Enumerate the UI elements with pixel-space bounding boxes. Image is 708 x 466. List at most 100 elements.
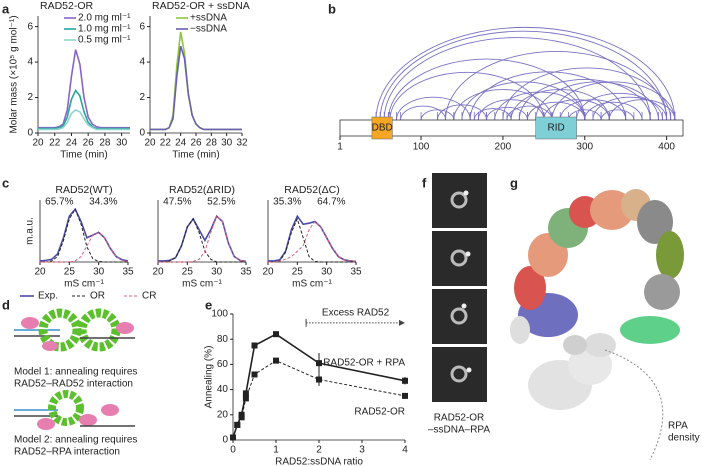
x-axis-label: Time (min) <box>60 150 107 161</box>
y-tick-label: 6 <box>27 21 33 32</box>
x-tick-label: 20 <box>34 267 46 278</box>
marker <box>316 360 322 367</box>
x-tick-label: 28 <box>99 138 111 149</box>
peak-fraction: 65.7% <box>45 197 73 208</box>
x-tick-label: 25 <box>182 267 194 278</box>
domain-label: RID <box>547 123 564 134</box>
series-label: RAD52-OR <box>354 407 405 418</box>
legend-label: OR <box>90 291 105 302</box>
chart-title: RAD52(ΔC) <box>284 184 339 196</box>
peak-fraction: 52.5% <box>207 197 235 208</box>
crosslink-arc <box>559 99 627 121</box>
marker <box>402 377 408 384</box>
crosslink-arc <box>420 109 455 121</box>
x-axis-label: mS cm⁻¹ <box>64 279 104 290</box>
x-tick-label: 3 <box>359 445 365 456</box>
model-caption: RAD52–RAD52 interaction <box>14 379 133 390</box>
crosslink-arc <box>608 99 676 121</box>
x-tick-label: 30 <box>211 267 223 278</box>
crosslink-arc <box>396 96 471 121</box>
x-tick-label: 25 <box>292 267 304 278</box>
model-caption: RAD52–RPA interaction <box>14 447 120 458</box>
density-map <box>510 189 684 461</box>
x-tick-label: 26 <box>190 138 202 149</box>
series-line <box>232 360 406 438</box>
arrow-head <box>399 319 405 326</box>
x-axis-label: RAD52:ssDNA ratio <box>275 457 363 466</box>
legend-label: CR <box>142 291 156 302</box>
marker <box>242 390 249 397</box>
crosslink-arc <box>543 99 610 121</box>
class-averages <box>432 173 487 402</box>
x-tick-label: 22 <box>49 138 61 149</box>
y-tick-label: 0 <box>27 128 33 139</box>
crosslink-arc <box>527 101 586 121</box>
series-line <box>38 109 130 131</box>
series-line <box>150 45 242 131</box>
panel-letter: g <box>510 175 518 190</box>
y-tick-label: 40 <box>217 384 229 395</box>
panel-letter: b <box>328 1 336 16</box>
legend-label: +ssDNA <box>190 13 227 24</box>
model-caption: Model 2: annealing requires <box>14 435 137 446</box>
marker <box>234 421 241 428</box>
domain-label: DBD <box>372 123 393 134</box>
crosslink-arc <box>379 30 668 121</box>
x-axis-label: mS cm⁻¹ <box>292 279 332 290</box>
x-tick-label: 35 <box>350 267 362 278</box>
x-tick-label: 1 <box>273 445 279 456</box>
crosslink-arc <box>535 81 659 121</box>
panel-letter: c <box>2 175 9 190</box>
legend-label: 1.0 mg ml⁻¹ <box>78 24 131 35</box>
series-line <box>268 217 356 263</box>
legend-label: 2.0 mg ml⁻¹ <box>78 13 131 24</box>
y-tick-label: 100 <box>211 309 228 320</box>
y-tick-label: 4 <box>139 57 145 68</box>
x-tick-label: 20 <box>144 138 156 149</box>
chart-title: RAD52(ΔRID) <box>169 184 235 196</box>
marker <box>242 395 249 402</box>
y-tick-label: 2 <box>27 92 33 103</box>
y-axis-label: Annealing (%) <box>204 346 215 409</box>
crosslink-arc <box>567 109 602 121</box>
x-tick-label: 20 <box>152 267 164 278</box>
series-line <box>268 220 357 263</box>
x-axis-label: mS cm⁻¹ <box>182 279 222 290</box>
x-tick-label: 28 <box>206 138 218 149</box>
marker <box>251 371 258 378</box>
model-caption: Model 1: annealing requires <box>14 367 137 378</box>
series-line <box>150 31 242 131</box>
marker <box>238 414 245 421</box>
series-line <box>39 207 129 262</box>
crosslink-arc <box>486 106 528 121</box>
panel-letter: e <box>205 297 212 312</box>
legend-label: Exp. <box>38 291 58 302</box>
x-tick-label: 200 <box>495 142 512 153</box>
model-2-cartoon <box>14 390 135 430</box>
marker <box>402 392 408 399</box>
peak-fraction: 47.5% <box>163 197 191 208</box>
crosslink-arc <box>551 81 676 121</box>
crosslink-arc <box>375 26 676 121</box>
panel-letter: f <box>422 175 427 190</box>
marker <box>273 331 279 338</box>
crosslink-arc <box>383 37 651 121</box>
series-line <box>268 214 357 263</box>
protein-bar <box>339 119 684 137</box>
domain <box>535 116 577 140</box>
peak-fraction: 64.7% <box>317 197 345 208</box>
x-tick-label: 30 <box>93 267 105 278</box>
domain <box>371 116 393 140</box>
crosslink-arc <box>600 109 635 121</box>
x-tick-label: 100 <box>413 142 430 153</box>
x-tick-label: 1 <box>337 142 343 153</box>
x-tick-label: 0 <box>230 445 236 456</box>
arrow-label: Excess RAD52 <box>322 307 390 318</box>
chart-title: RAD52-OR + ssDNA <box>152 0 250 12</box>
x-tick-label: 30 <box>321 267 333 278</box>
x-tick-label: 24 <box>175 138 187 149</box>
crosslink-arc <box>477 99 545 121</box>
crosslink-arc <box>576 92 663 121</box>
panel-letter: d <box>2 297 10 312</box>
